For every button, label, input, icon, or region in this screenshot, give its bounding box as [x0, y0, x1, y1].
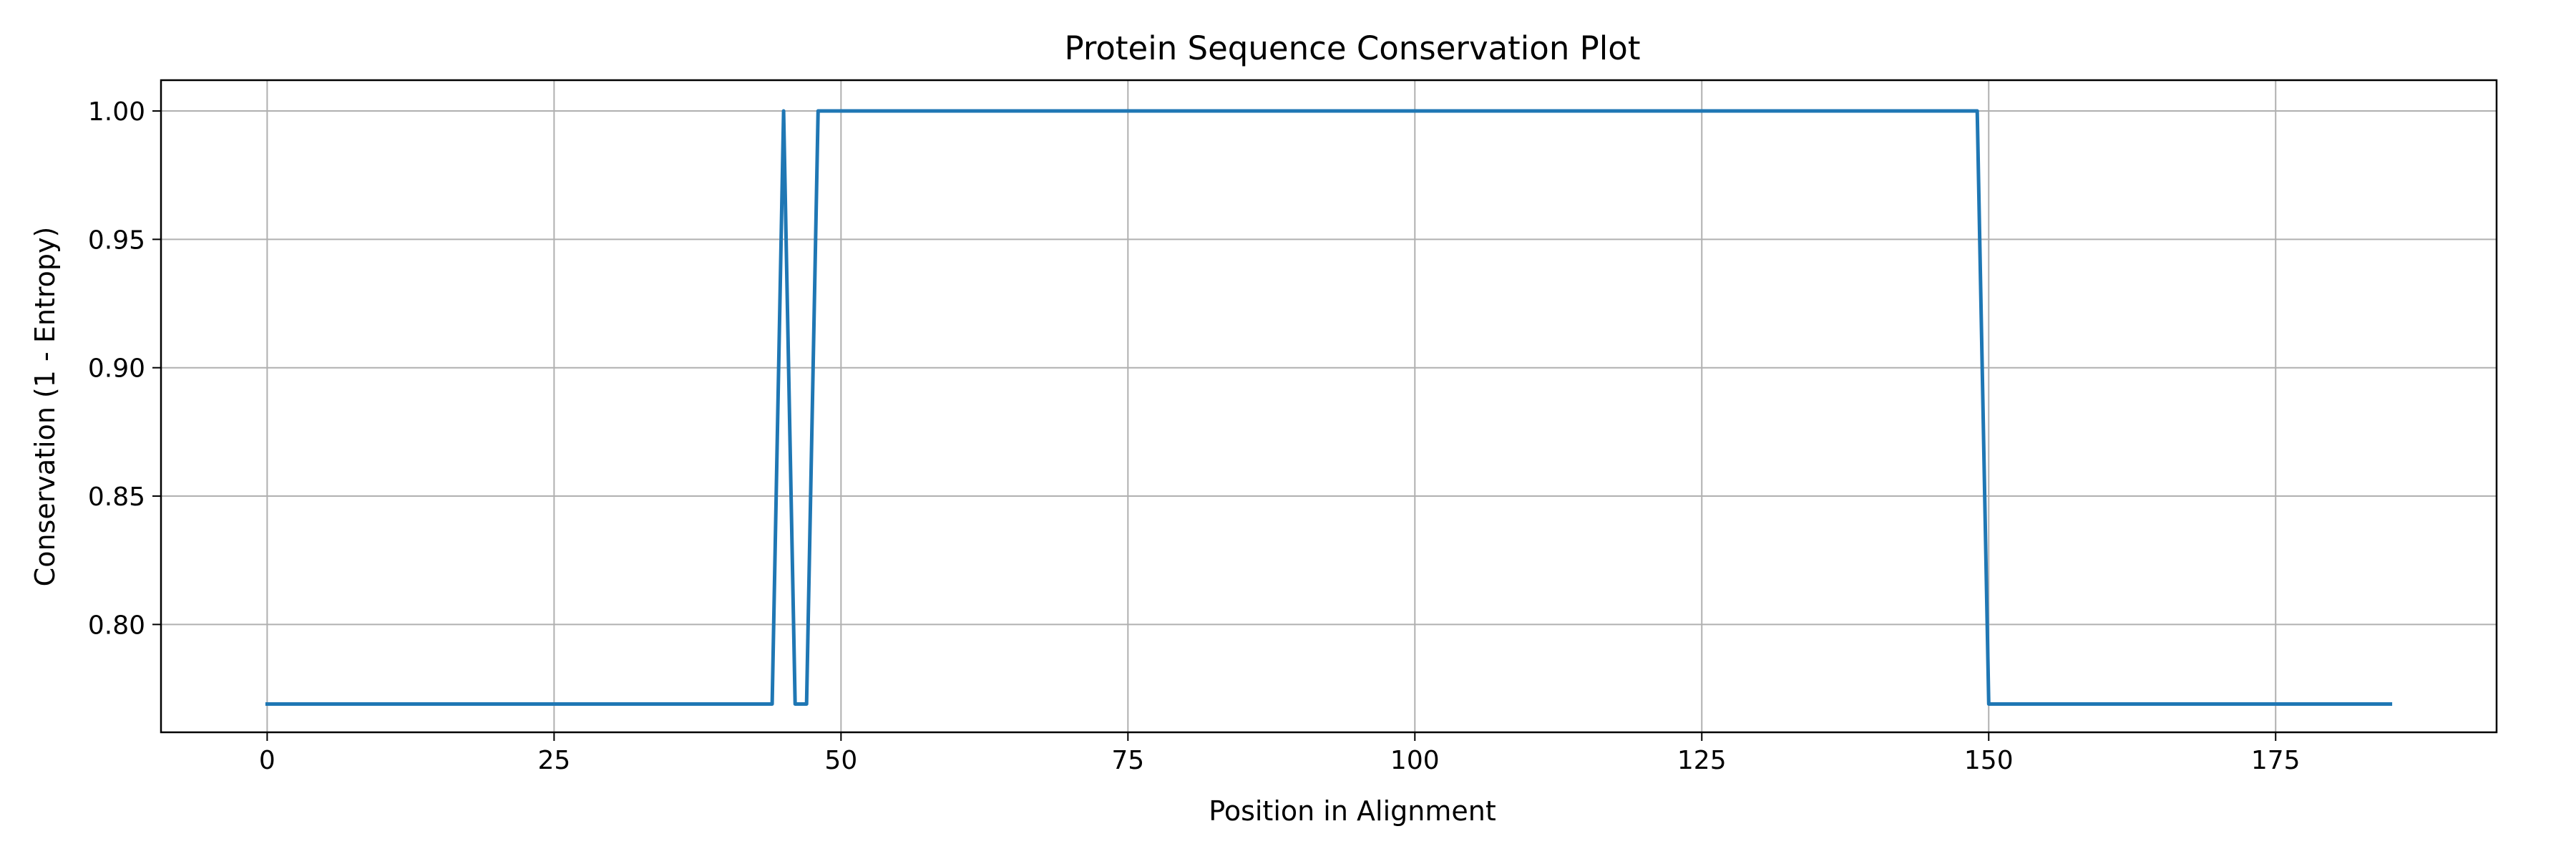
y-tick-label: 0.95	[88, 225, 145, 255]
x-tick-label: 150	[1964, 746, 2014, 775]
axis-ticks: 0 25 50 75 100 125 150 175 0.80 0.85 0.90 0.95 1.00	[88, 97, 2301, 775]
x-tick-label: 25	[537, 746, 570, 775]
y-tick-label: 1.00	[88, 97, 145, 127]
x-tick-label: 175	[2251, 746, 2301, 775]
x-axis-label: Position in Alignment	[1209, 795, 1496, 827]
chart-title: Protein Sequence Conservation Plot	[1065, 29, 1641, 67]
x-tick-label: 125	[1677, 746, 1727, 775]
y-tick-label: 0.90	[88, 354, 145, 384]
x-tick-label: 0	[259, 746, 275, 775]
x-tick-label: 50	[824, 746, 857, 775]
plot-area-frame	[160, 79, 2498, 734]
x-tick-label: 75	[1111, 746, 1144, 775]
y-tick-label: 0.80	[88, 611, 145, 640]
x-tick-label: 100	[1390, 746, 1440, 775]
y-tick-label: 0.85	[88, 482, 145, 512]
series-layer	[265, 109, 2393, 706]
y-axis-label: Conservation (1 - Entropy)	[29, 227, 61, 587]
